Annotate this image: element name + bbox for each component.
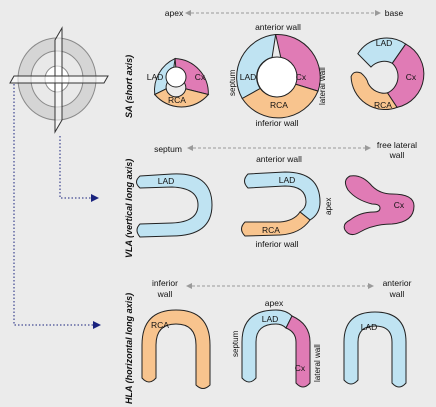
hla-mid-slice: apex LAD Cx septum lateral wall	[231, 298, 322, 388]
hla-connector-arrow	[13, 84, 101, 329]
sa-basal-lad-segment	[357, 37, 407, 68]
vla-mid-rca-label: RCA	[262, 225, 280, 235]
sa-mid-rca-label: RCA	[270, 100, 288, 110]
hla-mid-lad-label: LAD	[262, 314, 279, 324]
hla-inferior-wall-label-line1: inferior	[152, 278, 178, 288]
sa-apical-lad-label: LAD	[147, 72, 164, 82]
sa-mid-anterior-wall-label: anterior wall	[255, 22, 301, 32]
apex-header-label: apex	[165, 8, 184, 18]
sa-mid-septum-label: septum	[228, 69, 237, 96]
sa-basal-ring: LAD Cx RCA	[350, 37, 425, 111]
hla-inferior-wall-label-line2: wall	[157, 289, 173, 299]
hla-inferior-slice: RCA	[141, 309, 211, 389]
vla-mid-apex-label: apex	[324, 198, 333, 215]
sa-apical-cx-label: Cx	[195, 72, 206, 82]
vla-septum-header-label: septum	[154, 144, 182, 154]
vla-lateral-cx-label: Cx	[394, 200, 405, 210]
vla-free-lateral-label-line2: wall	[389, 150, 405, 160]
vla-septal-slice: LAD	[136, 173, 213, 238]
sa-mid-lateral-wall-label: lateral wall	[318, 67, 327, 105]
vla-mid-inferior-wall-label: inferior wall	[256, 239, 299, 249]
vla-connector-arrow	[59, 136, 99, 202]
vla-row-title: VLA (vertical long axis)	[124, 159, 134, 258]
vla-mid-slice: anterior wall LAD RCA inferior wall apex	[241, 154, 333, 249]
hla-anterior-wall-label-line2: wall	[389, 289, 405, 299]
hla-mid-cx-segment	[285, 315, 311, 388]
hla-anterior-slice: LAD	[343, 311, 407, 388]
hla-mid-septum-label: septum	[231, 330, 240, 357]
vla-mid-lad-segment	[244, 171, 321, 221]
heart-reference-slice-icon	[9, 26, 109, 134]
hla-anterior-wall-label-line1: anterior	[383, 278, 412, 288]
sa-basal-rca-segment	[350, 71, 398, 111]
vla-free-lateral-label-line1: free lateral	[377, 140, 417, 150]
sa-basal-cx-segment	[386, 43, 425, 108]
hla-inferior-rca-segment	[141, 309, 211, 389]
sa-mid-ring: anterior wall LAD Cx RCA inferior wall s…	[228, 22, 327, 128]
vla-mid-anterior-wall-label: anterior wall	[256, 154, 302, 164]
hla-mid-apex-label: apex	[265, 298, 284, 308]
hla-mid-cx-label: Cx	[295, 363, 306, 373]
sa-apical-rca-segment	[153, 88, 210, 108]
hla-inferior-rca-label: RCA	[151, 320, 169, 330]
sa-basal-lad-label: LAD	[376, 38, 393, 48]
base-header-label: base	[385, 8, 404, 18]
sa-apical-ring: LAD Cx RCA	[147, 57, 210, 108]
hla-anterior-lad-label: LAD	[361, 322, 378, 332]
vla-lateral-cx-segment	[343, 175, 415, 236]
sa-row-title: SA (short axis)	[124, 55, 134, 118]
vla-septal-lad-label: LAD	[158, 176, 175, 186]
hla-anterior-lad-segment	[343, 311, 407, 388]
sa-mid-inferior-wall-label: inferior wall	[256, 118, 299, 128]
vla-lateral-slice: Cx	[343, 175, 415, 236]
vla-mid-rca-segment	[241, 211, 311, 237]
hla-row-title: HLA (horizontal long axis)	[124, 293, 134, 404]
sa-apical-rca-label: RCA	[168, 95, 186, 105]
vla-mid-lad-label: LAD	[279, 175, 296, 185]
sa-mid-cx-label: Cx	[296, 72, 307, 82]
sa-mid-lad-label: LAD	[240, 72, 257, 82]
vla-septal-lad-segment	[136, 173, 213, 238]
hla-mid-lateral-wall-label: lateral wall	[313, 344, 322, 382]
sa-basal-rca-label: RCA	[374, 100, 392, 110]
hla-mid-lad-segment	[241, 309, 293, 383]
sa-basal-cx-label: Cx	[406, 72, 417, 82]
